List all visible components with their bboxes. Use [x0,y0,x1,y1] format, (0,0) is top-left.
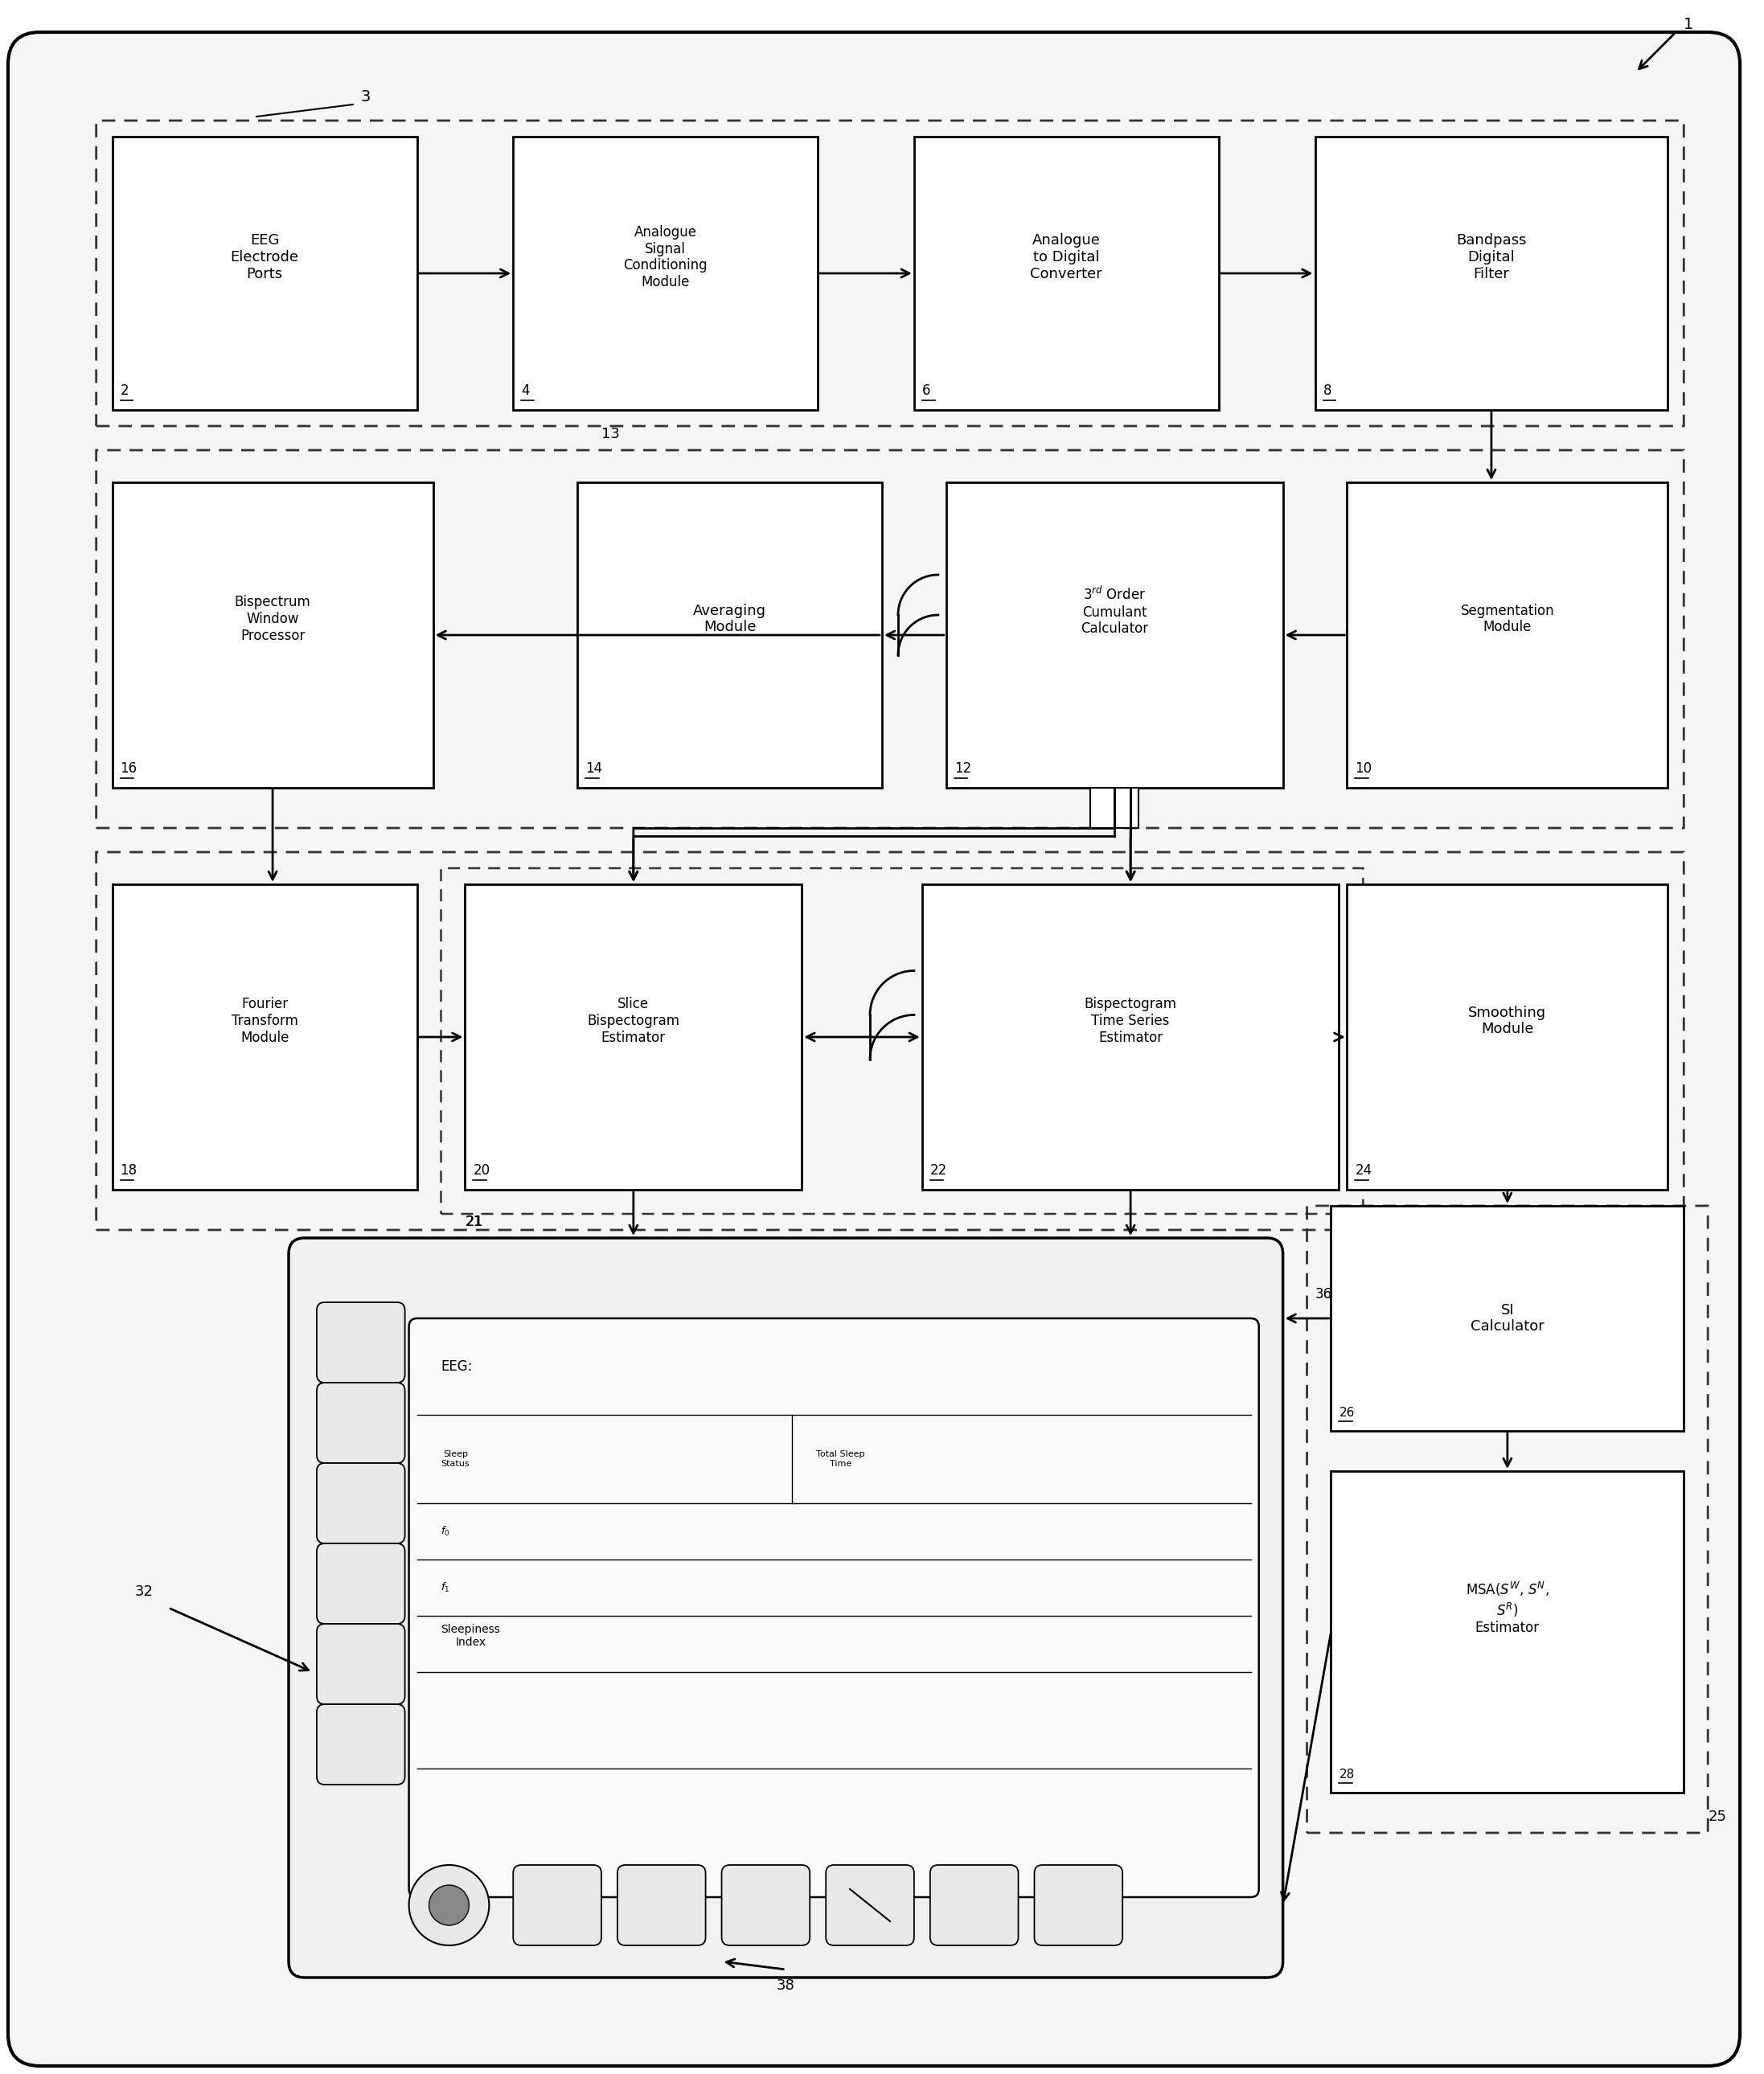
Text: MSA($S^W$, $S^N$,
$S^R$)
Estimator: MSA($S^W$, $S^N$, $S^R$) Estimator [1466,1580,1549,1634]
Text: SI
Calculator: SI Calculator [1471,1302,1544,1334]
FancyBboxPatch shape [318,1383,406,1462]
FancyBboxPatch shape [1034,1865,1122,1945]
Bar [513,137,818,411]
Text: EEG:: EEG: [441,1358,473,1373]
Text: 28: 28 [1339,1769,1355,1782]
Text: 12: 12 [954,761,972,776]
Bar [466,884,803,1190]
FancyBboxPatch shape [826,1865,914,1945]
Bar [923,884,1339,1190]
Text: 1: 1 [1685,17,1693,31]
FancyBboxPatch shape [409,1319,1259,1898]
Text: Bispectogram
Time Series
Estimator: Bispectogram Time Series Estimator [1085,998,1177,1045]
Text: 16: 16 [120,761,138,776]
Text: 21: 21 [466,1215,482,1230]
Text: Fourier
Transform
Module: Fourier Transform Module [231,998,298,1045]
Bar [113,137,416,411]
Bar [1348,884,1667,1190]
Text: 21: 21 [466,1215,483,1230]
Bar [1332,1205,1685,1431]
FancyBboxPatch shape [318,1624,406,1705]
Text: 3: 3 [362,89,370,104]
Bar [113,884,416,1190]
Text: 14: 14 [586,761,602,776]
Text: 25: 25 [1708,1809,1727,1823]
Text: 22: 22 [930,1164,947,1178]
FancyBboxPatch shape [617,1865,706,1945]
FancyBboxPatch shape [318,1462,406,1543]
Circle shape [429,1885,469,1925]
FancyBboxPatch shape [318,1543,406,1624]
Bar [1348,483,1667,788]
Text: 6: 6 [923,384,931,398]
Text: Analogue
to Digital
Converter: Analogue to Digital Converter [1030,232,1102,282]
FancyBboxPatch shape [930,1865,1018,1945]
Text: 2: 2 [120,384,129,398]
FancyBboxPatch shape [318,1705,406,1784]
Text: Averaging
Module: Averaging Module [693,604,766,635]
Text: EEG
Electrode
Ports: EEG Electrode Ports [231,232,298,282]
Text: 32: 32 [136,1585,153,1599]
Text: Bispectrum
Window
Processor: Bispectrum Window Processor [235,595,310,643]
Text: 24: 24 [1355,1164,1372,1178]
Text: 10: 10 [1355,761,1372,776]
Text: $f_0$: $f_0$ [441,1524,450,1537]
Circle shape [409,1865,489,1945]
Bar [1314,137,1667,411]
Text: 26: 26 [1339,1406,1355,1419]
Text: 8: 8 [1323,384,1332,398]
Text: $3^{rd}$ Order
Cumulant
Calculator: $3^{rd}$ Order Cumulant Calculator [1081,585,1148,637]
Text: Slice
Bispectogram
Estimator: Slice Bispectogram Estimator [587,998,679,1045]
Text: $f_1$: $f_1$ [441,1580,450,1595]
FancyBboxPatch shape [318,1302,406,1383]
Text: Analogue
Signal
Conditioning
Module: Analogue Signal Conditioning Module [623,224,707,290]
Text: Total Sleep
Time: Total Sleep Time [817,1450,864,1468]
Bar [1090,788,1138,828]
Text: Segmentation
Module: Segmentation Module [1461,604,1554,635]
Text: Sleep
Status: Sleep Status [441,1450,469,1468]
Text: 20: 20 [473,1164,490,1178]
FancyBboxPatch shape [9,33,1739,2066]
Bar [946,483,1282,788]
Text: 4: 4 [520,384,529,398]
FancyBboxPatch shape [513,1865,602,1945]
FancyBboxPatch shape [289,1238,1282,1977]
Text: 36: 36 [1314,1288,1332,1302]
Text: Bandpass
Digital
Filter: Bandpass Digital Filter [1457,232,1526,282]
Text: Sleepiness
Index: Sleepiness Index [441,1624,501,1649]
Bar [577,483,882,788]
Text: Smoothing
Module: Smoothing Module [1468,1006,1547,1037]
Text: 38: 38 [776,1979,796,1993]
Text: 18: 18 [120,1164,138,1178]
Bar [113,483,432,788]
FancyBboxPatch shape [721,1865,810,1945]
Text: 13: 13 [602,427,619,442]
Bar [914,137,1219,411]
Bar [1332,1470,1685,1792]
